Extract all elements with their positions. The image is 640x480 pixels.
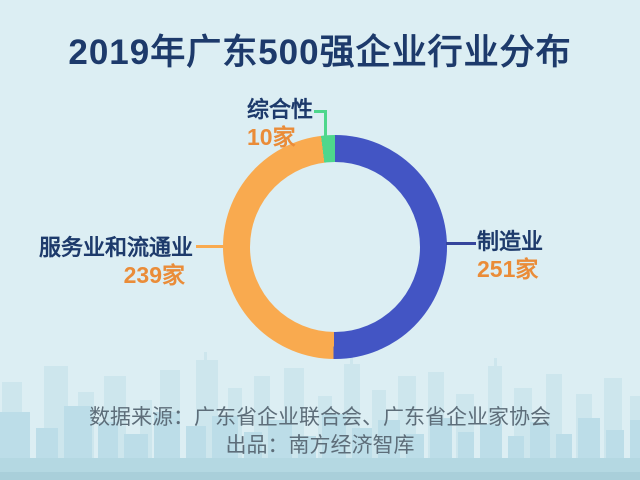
city-skyline-graphic [0,352,640,480]
callout-line-comprehensive [314,110,327,113]
callout-manufacturing: 制造业 251家 [477,229,544,282]
skyline-base-band [0,472,640,480]
slice-count-manufacturing: 251家 [477,255,539,282]
callout-line-comprehensive-drop [324,110,327,138]
chart-title: 2019年广东500强企业行业分布 [68,33,572,72]
slice-count-services: 239家 [123,261,185,288]
donut-hole [250,162,420,332]
footer-credits: 数据来源：广东省企业联合会、广东省企业家协会 出品：南方经济智库 [0,404,640,460]
slice-label-manufacturing: 制造业 [477,229,544,254]
callout-services: 服务业和流通业 239家 [38,235,193,288]
callout-line-manufacturing [446,242,476,245]
callout-comprehensive: 综合性 10家 [247,97,314,150]
slice-label-services: 服务业和流通业 [38,235,193,260]
data-source-line: 数据来源：广东省企业联合会、广东省企业家协会 [89,406,551,429]
donut-chart [223,135,447,359]
producer-line: 出品：南方经济智库 [225,434,415,457]
slice-count-comprehensive: 10家 [247,123,296,150]
callout-line-services [196,245,224,248]
slice-label-comprehensive: 综合性 [247,97,314,122]
